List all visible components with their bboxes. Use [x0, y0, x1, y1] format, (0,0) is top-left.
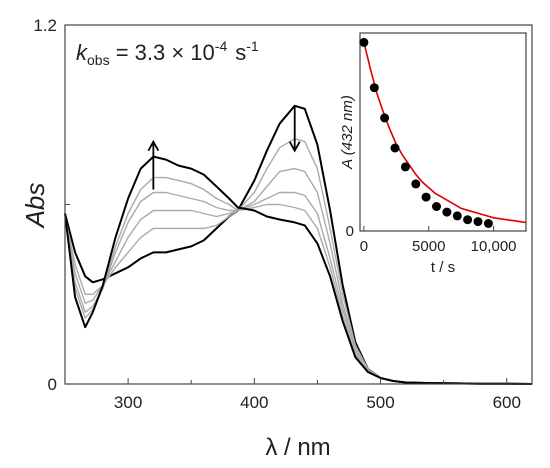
- inset-data-point-2: [380, 113, 390, 123]
- inset-axis-ticks: 0 5000 10,000 0: [346, 223, 517, 255]
- inset-data-point-10: [463, 215, 473, 225]
- y-axis-title: Abs: [20, 183, 50, 230]
- y-tick-label-0: 0: [48, 375, 57, 394]
- inset-y-axis-title: A (432 nm): [339, 95, 356, 170]
- inset-y-tick-label-0: 0: [346, 223, 354, 240]
- inset-data-point-6: [421, 192, 431, 202]
- k-value: = 3.3 × 10: [110, 40, 215, 65]
- inset-data-point-0: [359, 37, 369, 47]
- inset-data-point-9: [452, 211, 462, 221]
- inset-x-tick-label-2: 10,000: [471, 238, 517, 255]
- x-axis-title: λ / nm: [265, 434, 330, 461]
- inset-x-tick-label-0: 0: [360, 238, 368, 255]
- x-tick-label-1: 400: [240, 393, 268, 412]
- inset-x-axis-title: t / s: [431, 259, 455, 276]
- y-tick-label-1: 1.2: [33, 16, 57, 35]
- inset-data-point-4: [400, 162, 410, 172]
- rate-constant-annotation: kobs = 3.3 × 10-4 s-1: [76, 38, 259, 68]
- main-series-group: [64, 104, 533, 385]
- k-unit-exponent: -1: [246, 38, 259, 54]
- spectrum-line-5: [64, 155, 533, 385]
- k-exponent: -4: [215, 38, 228, 54]
- x-tick-label-0: 300: [114, 393, 142, 412]
- inset-data-point-8: [442, 207, 452, 217]
- arrow-head-up: [147, 139, 160, 152]
- k-subscript: obs: [87, 52, 110, 68]
- inset-plot: 0 5000 10,000 0 t / s A (432 nm): [339, 32, 527, 276]
- inset-data-point-1: [369, 83, 379, 93]
- x-tick-label-3: 600: [493, 393, 521, 412]
- arrow-head-down: [288, 141, 301, 153]
- trend-arrows: [147, 105, 301, 190]
- inset-data-point-7: [432, 202, 441, 211]
- inset-x-tick-label-1: 5000: [412, 238, 445, 255]
- inset-data-point-11: [473, 217, 483, 227]
- inset-data-point-12: [483, 219, 493, 228]
- inset-series-group: [359, 37, 527, 228]
- inset-data-point-3: [390, 143, 400, 153]
- k-unit: s: [235, 40, 246, 65]
- inset-data-point-5: [411, 179, 421, 189]
- inset-fit-line: [363, 42, 527, 224]
- x-tick-label-2: 500: [366, 393, 394, 412]
- k-symbol: k: [76, 40, 88, 65]
- inset-frame: [359, 32, 527, 232]
- main-axis-ticks: 300 400 500 600 0 1.2: [33, 16, 521, 412]
